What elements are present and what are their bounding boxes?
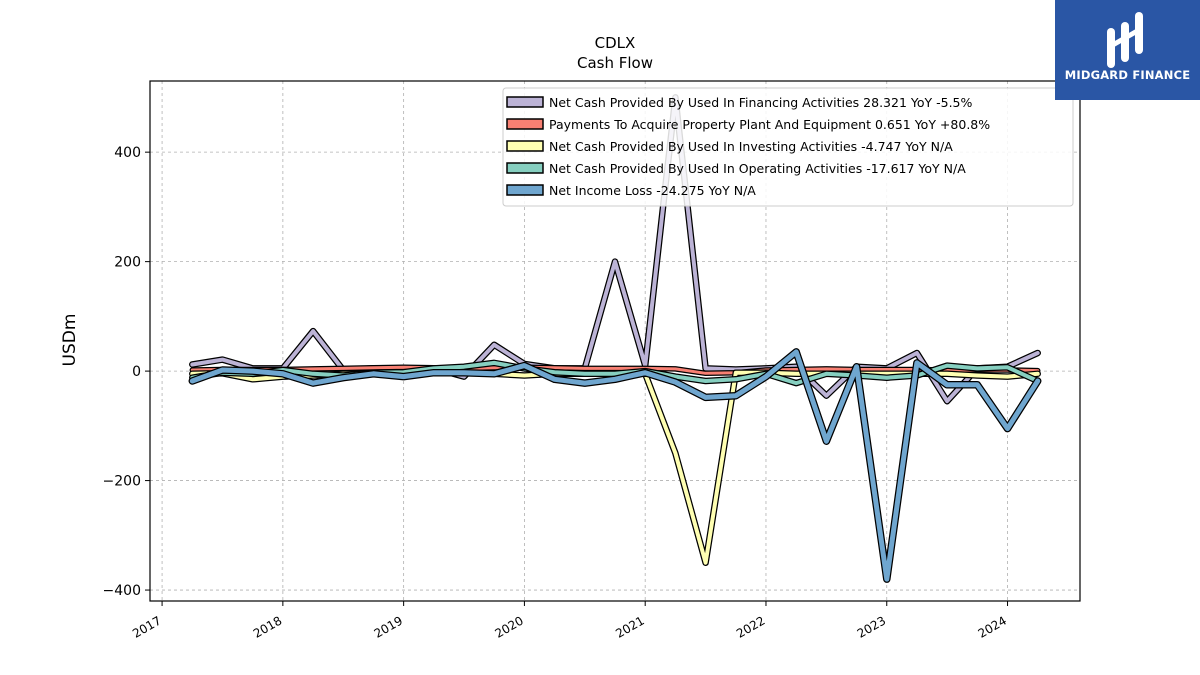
series-line [190,365,1040,375]
axes: −400 −200 0 200 400 2017 2018 2019 2020 2021 2022 2… [103,145,1009,641]
x-tick-label: 2021 [613,613,646,640]
y-tick-label: 0 [132,364,141,380]
plot-frame [149,80,1081,602]
legend-entry: Net Cash Provided By Used In Operating A… [549,161,966,176]
legend: Net Cash Provided By Used In Financing A… [502,87,1074,207]
x-tick-label: 2020 [492,613,525,640]
logo-mark-icon [1107,12,1143,68]
legend-box [502,87,1074,207]
logo-text: MIDGARD FINANCE [1064,68,1191,82]
series-line-outline [188,348,1042,583]
midgard-finance-logo: MIDGARD FINANCE [1055,0,1200,100]
x-tick-label: 2023 [855,613,888,640]
x-tick-label: 2019 [372,613,405,640]
legend-entry: Payments To Acquire Property Plant And E… [549,117,990,132]
y-tick-label: 400 [114,145,141,161]
series-line [189,349,1041,582]
legend-swatch [506,140,544,152]
series-line [190,360,1040,386]
legend-swatch [506,96,544,108]
series-3 [189,359,1041,387]
x-tick-label: 2022 [734,613,767,640]
x-tick-label: 2017 [130,613,163,640]
x-tick-label: 2024 [976,613,1009,640]
series-4 [188,348,1042,583]
series-1 [189,364,1041,377]
x-tick-label: 2018 [251,613,284,640]
y-axis-label: USDm [60,314,80,367]
legend-entry: Net Cash Provided By Used In Investing A… [549,139,953,154]
series-lines [188,94,1042,583]
legend-entry: Net Income Loss -24.275 YoY N/A [549,183,756,198]
chart-subtitle: Cash Flow [577,54,653,72]
series-0 [189,94,1041,405]
legend-swatch [506,118,544,130]
y-tick-label: 200 [114,255,141,271]
chart-title: CDLX [595,34,636,52]
series-line [190,95,1040,404]
y-tick-label: −200 [103,474,141,490]
legend-swatch [506,184,544,196]
legend-swatch [506,162,544,174]
y-tick-label: −400 [103,583,141,599]
legend-entry: Net Cash Provided By Used In Financing A… [549,95,972,110]
